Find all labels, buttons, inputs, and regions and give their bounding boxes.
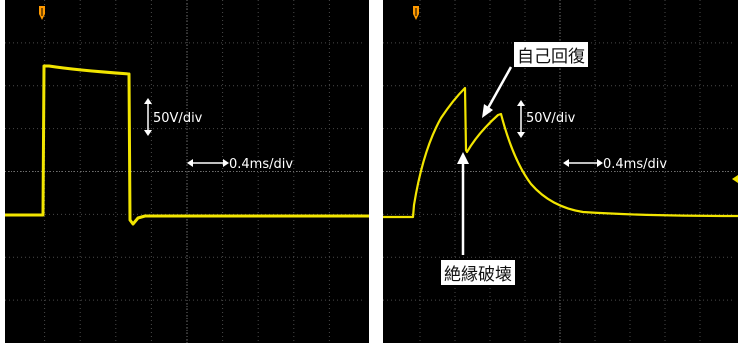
- oscilloscope-screen-left: 50V/div 0.4ms/div: [5, 0, 369, 343]
- waveform-trace: [383, 86, 738, 219]
- time-per-div-label: 0.4ms/div: [229, 157, 293, 172]
- recovery-arrow-head: [482, 104, 493, 118]
- time-arrow-head-left: [187, 159, 193, 167]
- volts-arrow-head-up: [517, 100, 525, 106]
- volts-arrow-head-down: [144, 130, 152, 136]
- breakdown-arrow-head: [457, 152, 469, 164]
- scope-display-right: 50V/div 0.4ms/div: [383, 0, 738, 343]
- volts-per-div-label: 50V/div: [526, 111, 576, 126]
- level-marker-icon: [732, 175, 738, 183]
- time-arrow-head-left: [563, 159, 569, 167]
- volts-arrow-head-up: [144, 98, 152, 104]
- scope-display-left: 50V/div 0.4ms/div: [5, 0, 369, 343]
- time-arrow-head-right: [597, 159, 603, 167]
- volts-per-div-label: 50V/div: [153, 111, 203, 126]
- time-arrow-head-right: [223, 159, 229, 167]
- volts-arrow-head-down: [517, 132, 525, 138]
- callout-insulation-breakdown: 絶縁破壊: [441, 260, 515, 285]
- time-per-div-label: 0.4ms/div: [603, 157, 667, 172]
- callout-self-recovery: 自己回復: [514, 42, 588, 67]
- recovery-arrow-shaft: [485, 66, 513, 111]
- waveform-trace: [5, 64, 369, 226]
